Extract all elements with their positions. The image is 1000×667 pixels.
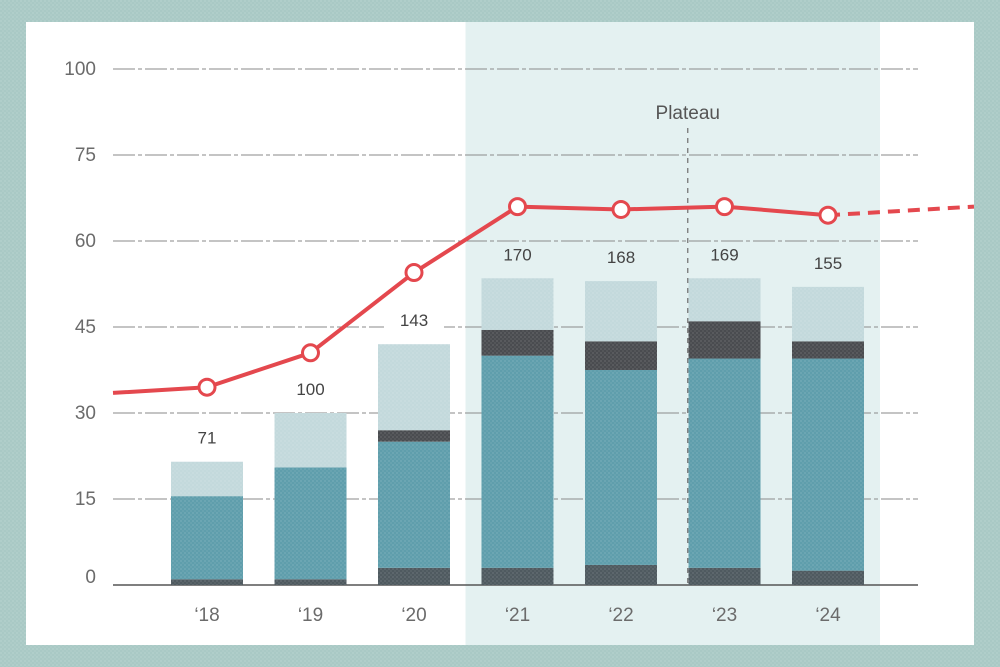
y-tick-label: 15 — [75, 489, 96, 510]
line-point — [611, 199, 631, 219]
bar-texture — [585, 341, 657, 370]
data-label: 143 — [400, 311, 428, 330]
bar-texture — [274, 467, 347, 580]
y-tick-label: 75 — [75, 145, 96, 166]
data-label-bg — [384, 304, 444, 333]
y-tick-label: 0 — [85, 567, 96, 588]
bars: 71 100 143 170 168 169 155 — [171, 245, 864, 585]
bar-texture — [481, 278, 554, 330]
line-point — [404, 263, 424, 283]
y-tick-label: 45 — [75, 317, 96, 338]
bar-texture — [378, 567, 450, 585]
data-label: 169 — [710, 245, 738, 264]
bar-texture — [792, 341, 864, 359]
bar-texture — [688, 358, 761, 568]
bar-texture — [688, 321, 761, 359]
data-label: 155 — [814, 254, 842, 273]
projection-line — [827, 204, 975, 218]
plateau-annotation: Plateau — [656, 103, 720, 585]
line-point — [818, 205, 838, 225]
x-tick-label: ‘18 — [194, 605, 219, 626]
x-tick-label: ‘21 — [505, 605, 530, 626]
line-point — [715, 197, 734, 217]
y-axis: 0 15 30 45 60 75 100 — [64, 59, 96, 588]
data-label: 100 — [296, 380, 324, 399]
x-tick-label: ‘23 — [712, 605, 737, 626]
bar-texture — [171, 496, 243, 580]
trend-line — [112, 197, 975, 397]
bar-texture — [585, 370, 657, 565]
bar-texture — [171, 461, 243, 497]
line-point — [508, 197, 527, 217]
x-axis: ‘18 ‘19 ‘20 ‘21 ‘22 ‘23 ‘24 — [194, 605, 841, 626]
bar-texture — [274, 413, 347, 468]
bar-texture — [481, 329, 554, 356]
bar-texture — [378, 430, 450, 442]
x-tick-label: ‘22 — [608, 605, 633, 626]
bar-texture — [688, 278, 761, 322]
y-tick-label: 100 — [64, 59, 96, 80]
bar-texture — [481, 567, 554, 585]
bar-texture — [481, 355, 554, 568]
x-tick-label: ‘19 — [298, 605, 323, 626]
line-series — [112, 204, 829, 395]
data-label: 168 — [607, 248, 635, 267]
data-label: 71 — [198, 429, 217, 448]
x-tick-label: ‘24 — [815, 605, 841, 626]
bar-texture — [378, 441, 450, 568]
data-label-bg — [280, 373, 341, 401]
bar-texture — [274, 579, 347, 585]
data-label: 170 — [503, 245, 531, 264]
line-point — [197, 377, 217, 397]
bar-texture — [378, 344, 450, 431]
bar-texture — [792, 570, 864, 585]
plateau-label: Plateau — [656, 103, 720, 124]
data-label-bg — [177, 421, 237, 450]
y-tick-label: 30 — [75, 403, 96, 424]
bar-texture — [688, 567, 761, 585]
y-tick-label: 60 — [75, 231, 96, 252]
bar-texture — [585, 564, 657, 585]
x-tick-label: ‘20 — [401, 605, 426, 626]
bar-texture — [792, 286, 864, 342]
bar-texture — [585, 281, 657, 342]
bar-texture — [792, 358, 864, 571]
line-point — [301, 343, 320, 363]
bar-texture — [171, 579, 243, 585]
